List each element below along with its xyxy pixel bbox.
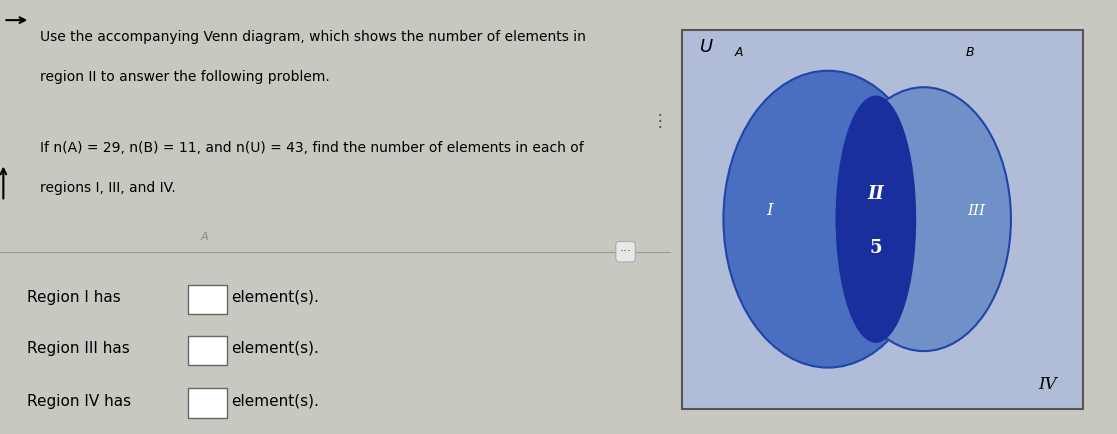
FancyBboxPatch shape [682,30,1082,409]
Text: Region I has: Region I has [27,290,121,305]
Text: element(s).: element(s). [231,290,319,305]
Text: A: A [734,46,743,59]
FancyBboxPatch shape [188,335,227,365]
Text: Region III has: Region III has [27,341,130,356]
Text: Region IV has: Region IV has [27,394,131,409]
Ellipse shape [837,87,1011,351]
Text: U: U [699,38,713,56]
Text: A: A [201,232,209,242]
Text: If n(A) = 29, n(B) = 11, and n(U) = 43, find the number of elements in each of: If n(A) = 29, n(B) = 11, and n(U) = 43, … [40,141,584,155]
Text: element(s).: element(s). [231,394,319,409]
Text: IV: IV [1039,375,1058,393]
Text: 5: 5 [869,239,882,257]
Text: ⋮: ⋮ [652,112,668,130]
Text: Use the accompanying Venn diagram, which shows the number of elements in: Use the accompanying Venn diagram, which… [40,30,586,44]
Text: ···: ··· [620,245,631,258]
Text: I: I [766,202,773,220]
Ellipse shape [836,95,916,343]
Text: II: II [868,185,885,204]
Ellipse shape [724,71,933,368]
FancyBboxPatch shape [188,388,227,418]
Text: regions I, III, and IV.: regions I, III, and IV. [40,181,176,195]
FancyBboxPatch shape [188,285,227,314]
Text: region II to answer the following problem.: region II to answer the following proble… [40,70,330,85]
Text: III: III [967,204,985,218]
Text: element(s).: element(s). [231,341,319,356]
Text: B: B [965,46,974,59]
